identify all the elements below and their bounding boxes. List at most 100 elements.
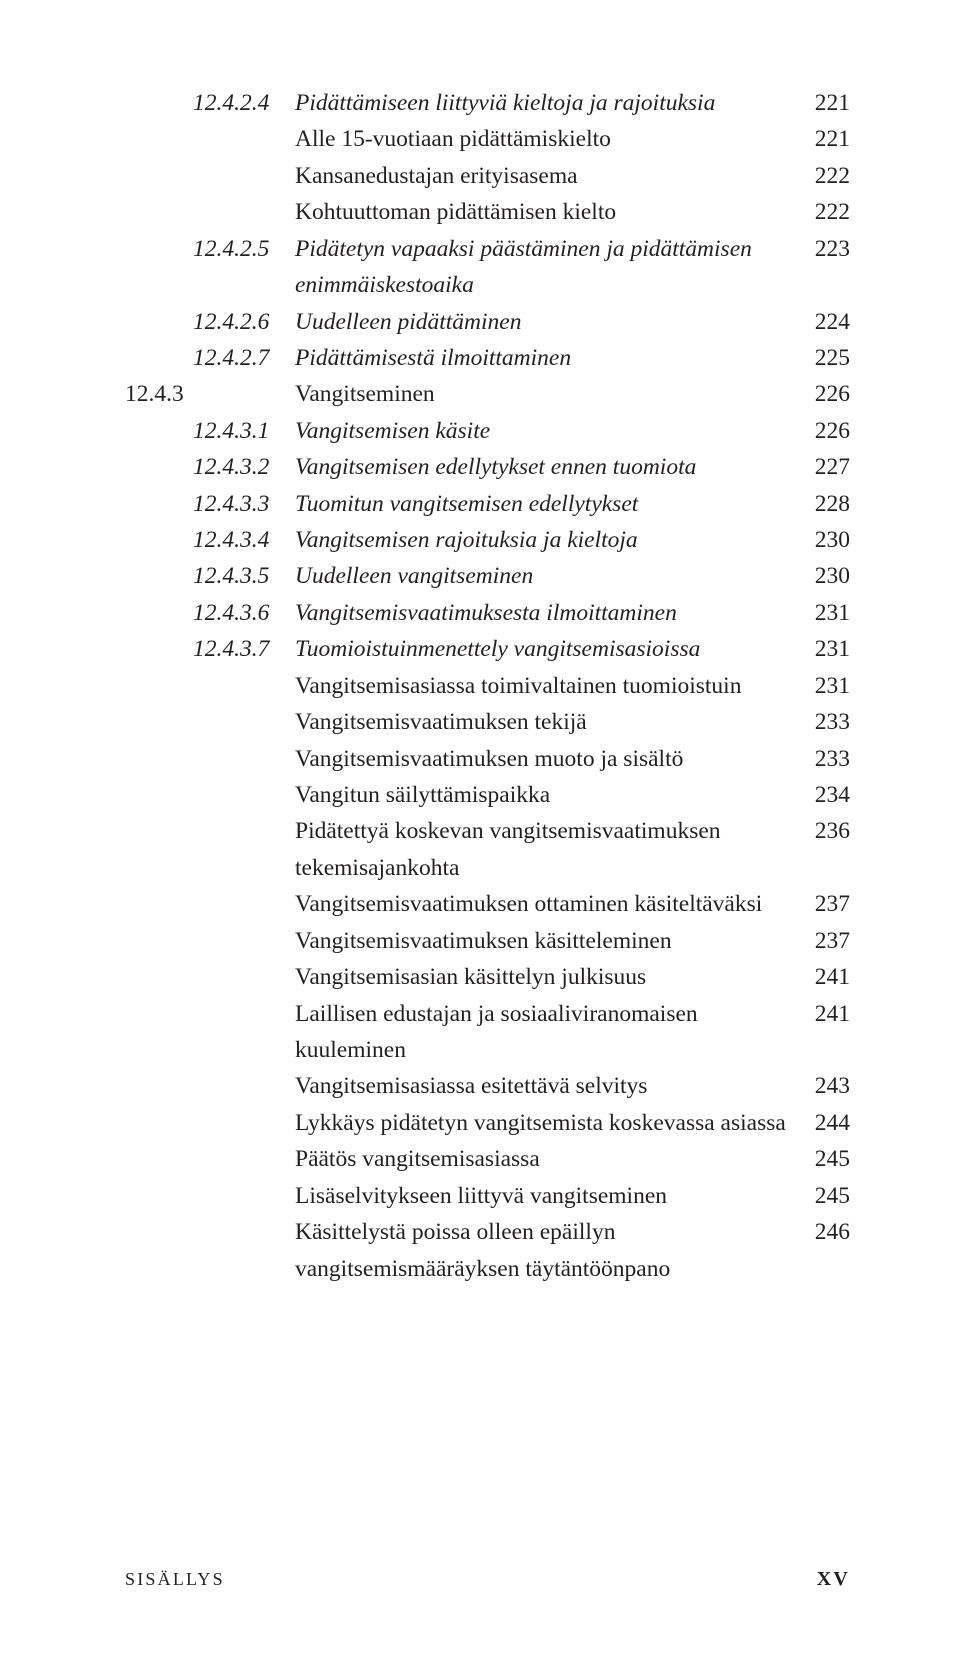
page-footer: SISÄLLYS XV xyxy=(125,1568,850,1591)
toc-entry: 12.4.3.4Vangitsemisen rajoituksia ja kie… xyxy=(125,522,850,558)
footer-page-number: XV xyxy=(817,1568,850,1591)
toc-entry-page: 241 xyxy=(800,996,850,1032)
toc-entry-page: 230 xyxy=(800,522,850,558)
toc-entry-page: 245 xyxy=(800,1178,850,1214)
toc-entry-title: Uudelleen pidättäminen xyxy=(295,304,800,340)
toc-entry: Alle 15-vuotiaan pidättämiskielto221 xyxy=(125,121,850,157)
table-of-contents: 12.4.2.4Pidättämiseen liittyviä kieltoja… xyxy=(125,85,850,1287)
toc-entry-title: Kansanedustajan erityisasema xyxy=(125,158,800,194)
toc-entry: 12.4.3Vangitseminen226 xyxy=(125,376,850,412)
toc-entry-number: 12.4.3.7 xyxy=(125,631,295,667)
toc-entry: Vangitsemisasiassa esitettävä selvitys24… xyxy=(125,1068,850,1104)
toc-entry-page: 234 xyxy=(800,777,850,813)
toc-entry: 12.4.3.2Vangitsemisen edellytykset ennen… xyxy=(125,449,850,485)
toc-entry-title: Vangitsemisvaatimuksen tekijä xyxy=(125,704,800,740)
toc-entry: 12.4.3.1Vangitsemisen käsite226 xyxy=(125,413,850,449)
toc-entry: 12.4.2.4Pidättämiseen liittyviä kieltoja… xyxy=(125,85,850,121)
toc-entry: Kansanedustajan erityisasema222 xyxy=(125,158,850,194)
toc-entry-number: 12.4.3.1 xyxy=(125,413,295,449)
toc-entry: Lykkäys pidätetyn vangitsemista koskevas… xyxy=(125,1105,850,1141)
toc-entry: 12.4.3.7Tuomioistuinmenettely vangitsemi… xyxy=(125,631,850,667)
toc-entry-page: 236 xyxy=(800,813,850,849)
toc-entry-page: 243 xyxy=(800,1068,850,1104)
toc-entry-title: Vangitsemisvaatimuksen muoto ja sisältö xyxy=(125,741,800,777)
toc-entry: 12.4.2.5Pidätetyn vapaaksi päästäminen j… xyxy=(125,231,850,304)
toc-entry-page: 230 xyxy=(800,558,850,594)
toc-entry-title: Vangitsemisasiassa toimivaltainen tuomio… xyxy=(125,668,800,704)
toc-entry-page: 226 xyxy=(800,376,850,412)
toc-entry-title: Uudelleen vangitseminen xyxy=(295,558,800,594)
toc-entry-number: 12.4.2.6 xyxy=(125,304,295,340)
toc-entry-title: Päätös vangitsemisasiassa xyxy=(125,1141,800,1177)
toc-entry: 12.4.3.3Tuomitun vangitsemisen edellytyk… xyxy=(125,486,850,522)
toc-entry-title: Vangitsemisen rajoituksia ja kieltoja xyxy=(295,522,800,558)
toc-entry-page: 231 xyxy=(800,668,850,704)
toc-entry: Lisäselvitykseen liittyvä vangitseminen2… xyxy=(125,1178,850,1214)
toc-entry-number: 12.4.3.2 xyxy=(125,449,295,485)
toc-entry-page: 225 xyxy=(800,340,850,376)
toc-entry: Laillisen edustajan ja sosiaaliviranomai… xyxy=(125,996,850,1069)
toc-entry-page: 224 xyxy=(800,304,850,340)
toc-entry: Käsittelystä poissa olleen epäillyn vang… xyxy=(125,1214,850,1287)
toc-entry-title: Vangitun säilyttämispaikka xyxy=(125,777,800,813)
toc-entry-page: 223 xyxy=(800,231,850,267)
toc-entry-page: 233 xyxy=(800,704,850,740)
toc-entry: Vangitun säilyttämispaikka234 xyxy=(125,777,850,813)
toc-entry-page: 246 xyxy=(800,1214,850,1250)
toc-entry-page: 231 xyxy=(800,595,850,631)
toc-entry-title: Vangitsemisen edellytykset ennen tuomiot… xyxy=(295,449,800,485)
toc-entry-title: Vangitseminen xyxy=(193,376,800,412)
toc-entry-title: Vangitsemisen käsite xyxy=(295,413,800,449)
toc-entry-page: 237 xyxy=(800,923,850,959)
toc-entry-title: Pidättämiseen liittyviä kieltoja ja rajo… xyxy=(295,85,800,121)
toc-entry-page: 231 xyxy=(800,631,850,667)
toc-entry-title: Pidätetyn vapaaksi päästäminen ja pidätt… xyxy=(295,231,800,304)
toc-entry-title: Vangitsemisvaatimuksesta ilmoittaminen xyxy=(295,595,800,631)
toc-entry-page: 233 xyxy=(800,741,850,777)
toc-entry-title: Pidättämisestä ilmoittaminen xyxy=(295,340,800,376)
toc-entry-page: 244 xyxy=(800,1105,850,1141)
toc-entry-title: Vangitsemisasian käsittelyn julkisuus xyxy=(125,959,800,995)
toc-entry-title: Vangitsemisasiassa esitettävä selvitys xyxy=(125,1068,800,1104)
toc-entry: Kohtuuttoman pidättämisen kielto222 xyxy=(125,194,850,230)
toc-entry-title: Tuomioistuinmenettely vangitsemisasioiss… xyxy=(295,631,800,667)
toc-entry-number: 12.4.3.5 xyxy=(125,558,295,594)
toc-entry-page: 226 xyxy=(800,413,850,449)
toc-entry-title: Käsittelystä poissa olleen epäillyn vang… xyxy=(125,1214,800,1287)
toc-entry: Pidätettyä koskevan vangitsemisvaatimuks… xyxy=(125,813,850,886)
toc-entry: Vangitsemisasian käsittelyn julkisuus241 xyxy=(125,959,850,995)
toc-entry-number: 12.4.3 xyxy=(125,376,193,412)
toc-entry-page: 221 xyxy=(800,121,850,157)
toc-entry-title: Alle 15-vuotiaan pidättämiskielto xyxy=(125,121,800,157)
toc-entry-page: 221 xyxy=(800,85,850,121)
toc-entry-title: Vangitsemisvaatimuksen ottaminen käsitel… xyxy=(125,886,800,922)
toc-entry: 12.4.3.6Vangitsemisvaatimuksesta ilmoitt… xyxy=(125,595,850,631)
toc-entry: 12.4.3.5Uudelleen vangitseminen230 xyxy=(125,558,850,594)
toc-entry-title: Lykkäys pidätetyn vangitsemista koskevas… xyxy=(125,1105,800,1141)
toc-entry-number: 12.4.3.6 xyxy=(125,595,295,631)
toc-entry-number: 12.4.3.4 xyxy=(125,522,295,558)
toc-entry-page: 222 xyxy=(800,158,850,194)
toc-entry-page: 228 xyxy=(800,486,850,522)
toc-entry-page: 241 xyxy=(800,959,850,995)
toc-entry-title: Vangitsemisvaatimuksen käsitteleminen xyxy=(125,923,800,959)
toc-entry: Vangitsemisasiassa toimivaltainen tuomio… xyxy=(125,668,850,704)
toc-entry-title: Lisäselvitykseen liittyvä vangitseminen xyxy=(125,1178,800,1214)
toc-entry: Vangitsemisvaatimuksen käsitteleminen237 xyxy=(125,923,850,959)
toc-entry: Vangitsemisvaatimuksen ottaminen käsitel… xyxy=(125,886,850,922)
toc-entry-title: Tuomitun vangitsemisen edellytykset xyxy=(295,486,800,522)
toc-entry: 12.4.2.6Uudelleen pidättäminen224 xyxy=(125,304,850,340)
toc-entry-number: 12.4.2.4 xyxy=(125,85,295,121)
toc-entry-title: Pidätettyä koskevan vangitsemisvaatimuks… xyxy=(125,813,800,886)
toc-entry: Vangitsemisvaatimuksen muoto ja sisältö2… xyxy=(125,741,850,777)
toc-entry-page: 227 xyxy=(800,449,850,485)
toc-entry-title: Laillisen edustajan ja sosiaaliviranomai… xyxy=(125,996,800,1069)
toc-entry-page: 237 xyxy=(800,886,850,922)
footer-section-label: SISÄLLYS xyxy=(125,1569,225,1590)
toc-entry-number: 12.4.2.5 xyxy=(125,231,295,267)
toc-entry-title: Kohtuuttoman pidättämisen kielto xyxy=(125,194,800,230)
toc-entry: Vangitsemisvaatimuksen tekijä233 xyxy=(125,704,850,740)
toc-entry: Päätös vangitsemisasiassa245 xyxy=(125,1141,850,1177)
toc-entry: 12.4.2.7Pidättämisestä ilmoittaminen225 xyxy=(125,340,850,376)
toc-entry-number: 12.4.2.7 xyxy=(125,340,295,376)
